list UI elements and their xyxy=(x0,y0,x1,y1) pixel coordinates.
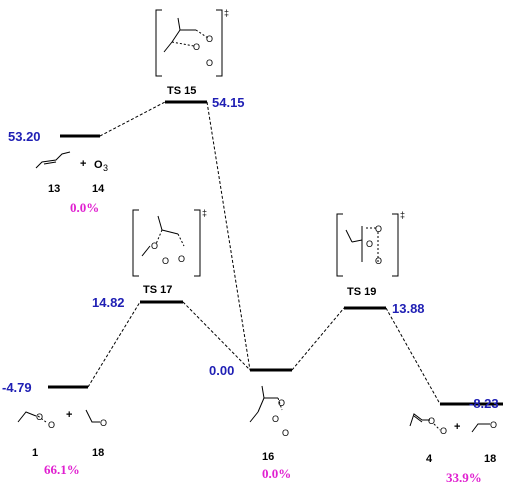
plus-sign: + xyxy=(80,158,86,170)
dagger-ts17: ‡ xyxy=(202,208,207,218)
label-18: 18 xyxy=(484,453,496,465)
energy-ts15: 54.15 xyxy=(212,95,245,110)
energy-p4: -8.23 xyxy=(469,396,499,411)
dagger-ts19: ‡ xyxy=(400,210,405,220)
percent-i16: 0.0% xyxy=(262,466,291,481)
percent-reactants: 0.0% xyxy=(70,200,99,215)
products-1-18-structures: O O + O 1 18 66.1% xyxy=(17,409,107,477)
energy-ts17: 14.82 xyxy=(92,295,125,310)
atom-o: O xyxy=(193,42,200,52)
ts17-structure: ‡ O O O xyxy=(132,208,207,277)
atom-o: O xyxy=(366,239,373,249)
atom-o: O xyxy=(428,416,435,426)
atom-o: O xyxy=(278,398,285,408)
atom-o: O xyxy=(178,254,185,264)
ts17-label: TS 17 xyxy=(143,284,172,296)
ts15-structure: ‡ O O O xyxy=(155,8,229,77)
products-4-18-structures: O O + O 4 18 33.9% xyxy=(409,413,497,485)
ozone-o: O xyxy=(94,159,103,171)
plus-sign: + xyxy=(66,409,72,421)
ts15-label: TS 15 xyxy=(167,85,196,97)
label-1: 1 xyxy=(32,447,38,459)
label-4: 4 xyxy=(426,453,433,465)
atom-o: O xyxy=(100,418,107,428)
energy-p1: -4.79 xyxy=(2,380,32,395)
atom-o: O xyxy=(162,256,169,266)
atom-o: O xyxy=(36,412,43,422)
connector-r-ts15 xyxy=(99,101,166,137)
connector-i16-ts19 xyxy=(291,307,345,371)
label-13: 13 xyxy=(48,183,60,195)
percent-p1: 66.1% xyxy=(44,462,80,477)
plus-sign: + xyxy=(454,421,460,433)
atom-o: O xyxy=(206,34,213,44)
percent-p4: 33.9% xyxy=(446,470,482,485)
atom-o: O xyxy=(206,58,213,68)
label-18: 18 xyxy=(92,447,104,459)
dagger-ts15: ‡ xyxy=(224,8,229,18)
reactants-structures: + O 3 13 14 0.0% xyxy=(35,151,108,215)
atom-o: O xyxy=(48,420,55,430)
label-14: 14 xyxy=(92,183,105,195)
ozone-sub: 3 xyxy=(103,163,108,173)
atom-o: O xyxy=(272,414,279,424)
connector-ts15-i16 xyxy=(206,101,251,371)
ts19-label: TS 19 xyxy=(347,286,376,298)
connector-ts17-i16 xyxy=(182,301,251,371)
atom-o: O xyxy=(440,426,447,436)
intermediate-16-structure: O O O 16 0.0% xyxy=(249,385,291,481)
atom-o: O xyxy=(490,420,497,430)
atom-o: O xyxy=(375,256,382,266)
energy-i16: 0.00 xyxy=(209,363,234,378)
connector-ts19-p4 xyxy=(385,307,441,405)
atom-o: O xyxy=(151,241,158,251)
label-16: 16 xyxy=(262,451,274,463)
atom-o: O xyxy=(375,224,382,234)
atom-o: O xyxy=(282,428,289,438)
energy-reactants: 53.20 xyxy=(8,129,41,144)
energy-ts19: 13.88 xyxy=(392,301,425,316)
ts19-structure: ‡ O O O xyxy=(336,210,405,277)
connector-p1-ts17 xyxy=(87,301,141,388)
